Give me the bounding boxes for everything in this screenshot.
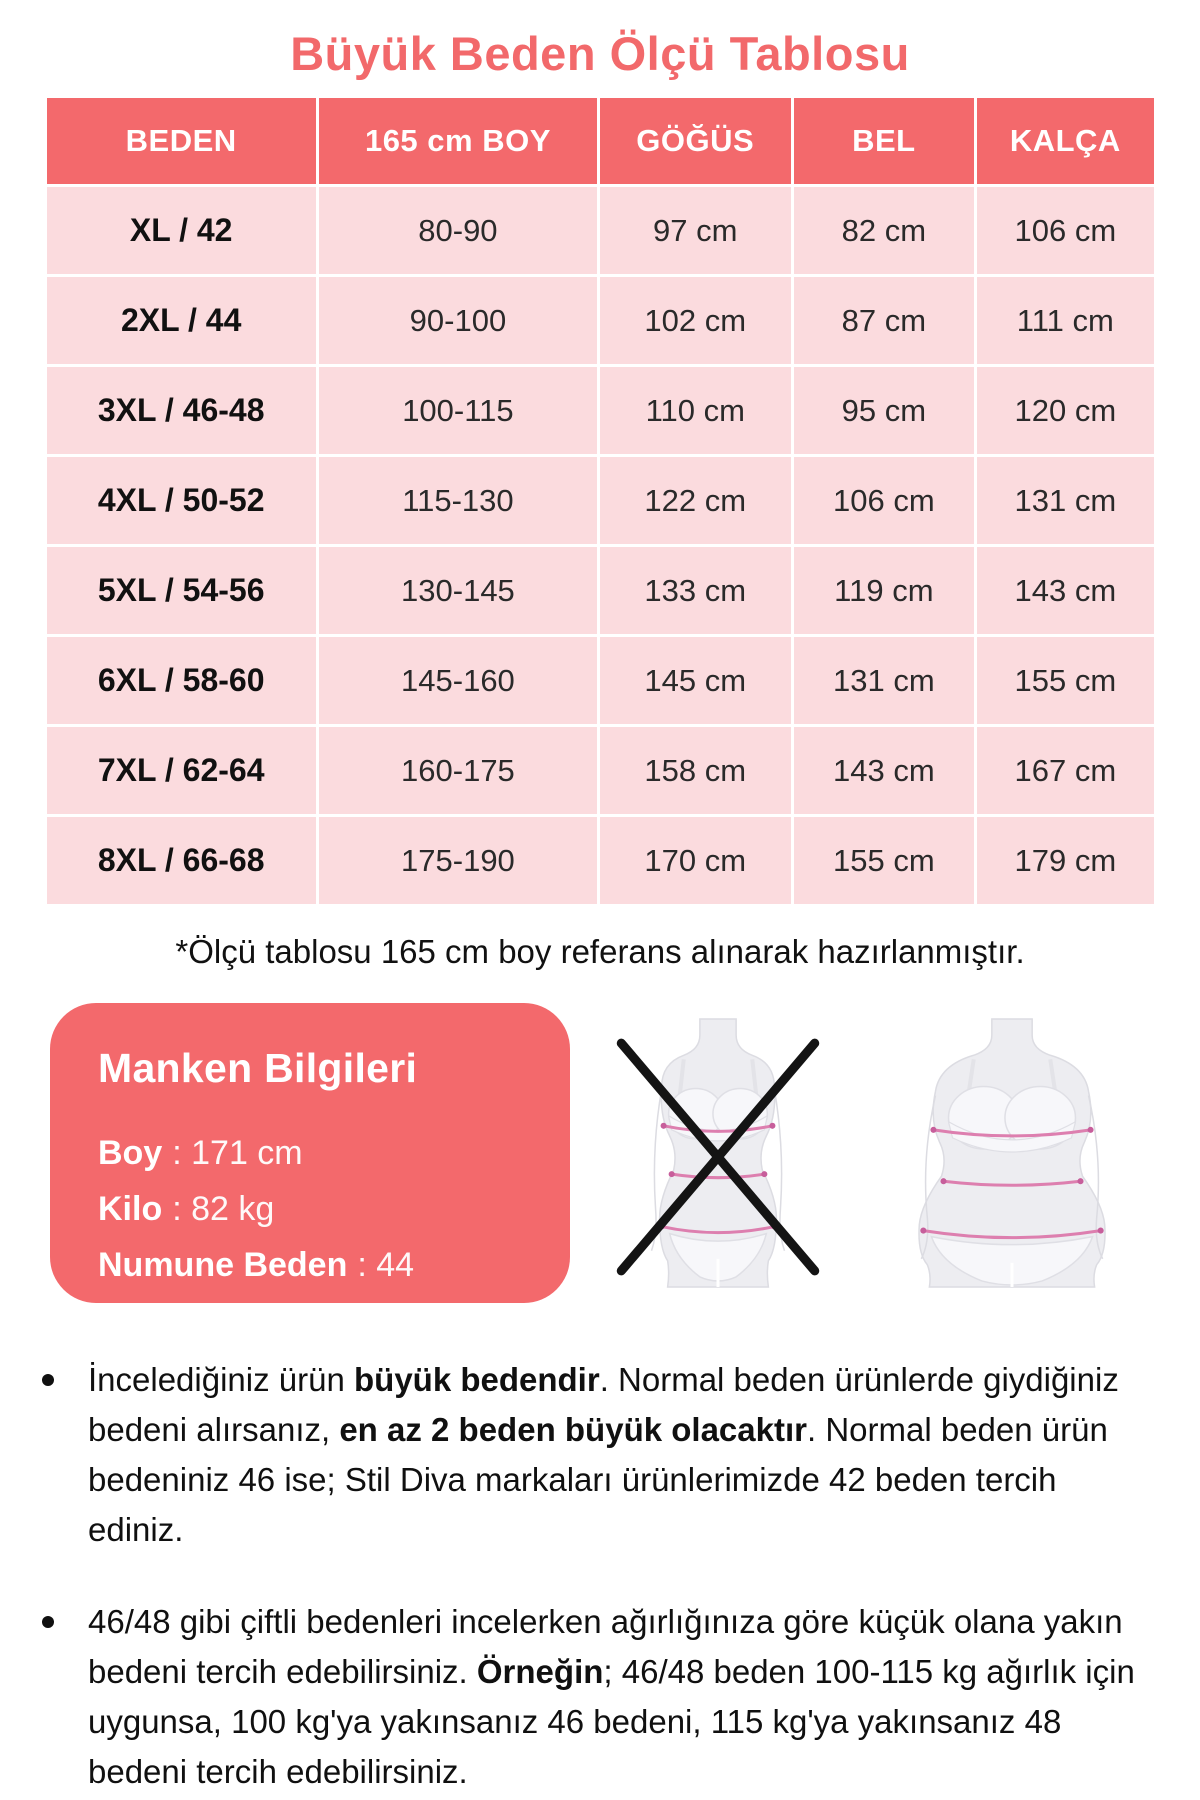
- model-sample-size-field: Numune Beden: 44: [98, 1246, 540, 1285]
- measure-cell: 158 cm: [599, 727, 791, 814]
- size-name-cell: 3XL / 46-48: [46, 367, 316, 454]
- size-name-cell: 2XL / 44: [46, 277, 316, 364]
- model-sample-size-value: : 44: [357, 1246, 415, 1284]
- body-figures: [570, 1017, 1170, 1289]
- column-header-gogus: GÖĞÜS: [599, 98, 791, 184]
- note-bold-text: Örneğin: [476, 1653, 604, 1690]
- measure-cell: 155 cm: [793, 817, 975, 904]
- table-row: XL / 42 80-90 97 cm 82 cm 106 cm: [46, 187, 1154, 274]
- cross-out-x-icon: [616, 1038, 820, 1276]
- page-title: Büyük Beden Ölçü Tablosu: [290, 27, 910, 80]
- table-row: 8XL / 66-68 175-190 170 cm 155 cm 179 cm: [46, 817, 1154, 904]
- size-name-cell: 8XL / 66-68: [46, 817, 316, 904]
- note-text: 46/48 gibi çiftli bedenleri incelerken a…: [88, 1603, 1123, 1690]
- measure-cell: 131 cm: [793, 637, 975, 724]
- measure-cell: 95 cm: [793, 367, 975, 454]
- note-text: ; 46/48 beden 100-115 kg ağırlık için uy…: [88, 1653, 1135, 1790]
- model-info-title: Manken Bilgileri: [98, 1045, 418, 1091]
- measure-cell: 80-90: [318, 187, 597, 274]
- size-name-cell: XL / 42: [46, 187, 316, 274]
- measure-cell: 106 cm: [977, 187, 1154, 274]
- measure-cell: 175-190: [318, 817, 597, 904]
- measure-cell: 130-145: [318, 547, 597, 634]
- measure-cell: 143 cm: [793, 727, 975, 814]
- measure-cell: 122 cm: [599, 457, 791, 544]
- measure-cell: 167 cm: [977, 727, 1154, 814]
- measure-cell: 115-130: [318, 457, 597, 544]
- measure-cell: 102 cm: [599, 277, 791, 364]
- model-height-value: : 171 cm: [172, 1134, 303, 1172]
- model-weight-field: Kilo: 82 kg: [98, 1190, 540, 1229]
- measure-cell: 90-100: [318, 277, 597, 364]
- measure-cell: 179 cm: [977, 817, 1154, 904]
- plus-size-body-icon: [918, 1018, 1106, 1288]
- size-table: BEDEN 165 cm BOY GÖĞÜS BEL KALÇA XL / 42…: [44, 95, 1157, 907]
- note-text: . Normal beden ürünlerde giydiğiniz bede…: [88, 1361, 1119, 1448]
- measure-cell: 133 cm: [599, 547, 791, 634]
- column-header-beden: BEDEN: [46, 98, 316, 184]
- measure-cell: 111 cm: [977, 277, 1154, 364]
- size-name-cell: 6XL / 58-60: [46, 637, 316, 724]
- measure-cell: 155 cm: [977, 637, 1154, 724]
- column-header-kalca: KALÇA: [977, 98, 1154, 184]
- table-row: 6XL / 58-60 145-160 145 cm 131 cm 155 cm: [46, 637, 1154, 724]
- size-name-cell: 5XL / 54-56: [46, 547, 316, 634]
- table-row: 2XL / 44 90-100 102 cm 87 cm 111 cm: [46, 277, 1154, 364]
- model-height-field: Boy: 171 cm: [98, 1134, 540, 1173]
- info-notes: İncelediğiniz ürün büyük bedendir. Norma…: [40, 1355, 1160, 1797]
- table-row: 4XL / 50-52 115-130 122 cm 106 cm 131 cm: [46, 457, 1154, 544]
- size-name-cell: 7XL / 62-64: [46, 727, 316, 814]
- measure-cell: 82 cm: [793, 187, 975, 274]
- measure-cell: 106 cm: [793, 457, 975, 544]
- model-info-card: Manken Bilgileri Boy: 171 cm Kilo: 82 kg…: [50, 1003, 570, 1303]
- measure-cell: 160-175: [318, 727, 597, 814]
- measure-cell: 100-115: [318, 367, 597, 454]
- measure-cell: 131 cm: [977, 457, 1154, 544]
- note-text: İncelediğiniz ürün: [88, 1361, 354, 1398]
- measure-cell: 170 cm: [599, 817, 791, 904]
- model-weight-label: Kilo: [98, 1190, 163, 1228]
- note-double-size: 46/48 gibi çiftli bedenleri incelerken a…: [40, 1597, 1160, 1797]
- measure-cell: 120 cm: [977, 367, 1154, 454]
- table-row: 5XL / 54-56 130-145 133 cm 119 cm 143 cm: [46, 547, 1154, 634]
- table-header-row: BEDEN 165 cm BOY GÖĞÜS BEL KALÇA: [46, 98, 1154, 184]
- measure-cell: 143 cm: [977, 547, 1154, 634]
- note-text: . Normal beden ürün bedeniniz 46 ise; St…: [88, 1411, 1108, 1548]
- measure-cell: 145 cm: [599, 637, 791, 724]
- model-sample-size-label: Numune Beden: [98, 1246, 348, 1284]
- note-bold-text: en az 2 beden büyük olacaktır: [339, 1411, 807, 1448]
- note-bold-text: büyük bedendir: [354, 1361, 600, 1398]
- column-header-boy: 165 cm BOY: [318, 98, 597, 184]
- slim-body-crossed-out-icon: [616, 1018, 820, 1288]
- measure-cell: 119 cm: [793, 547, 975, 634]
- size-table-body: XL / 42 80-90 97 cm 82 cm 106 cm 2XL / 44 90-1…: [46, 187, 1154, 904]
- table-row: 3XL / 46-48 100-115 110 cm 95 cm 120 cm: [46, 367, 1154, 454]
- measure-cell: 97 cm: [599, 187, 791, 274]
- table-row: 7XL / 62-64 160-175 158 cm 143 cm 167 cm: [46, 727, 1154, 814]
- table-footnote: *Ölçü tablosu 165 cm boy referans alınar…: [175, 933, 1025, 970]
- size-name-cell: 4XL / 50-52: [46, 457, 316, 544]
- model-height-label: Boy: [98, 1134, 163, 1172]
- measure-cell: 110 cm: [599, 367, 791, 454]
- note-plus-size: İncelediğiniz ürün büyük bedendir. Norma…: [40, 1355, 1160, 1555]
- measure-cell: 145-160: [318, 637, 597, 724]
- model-weight-value: : 82 kg: [172, 1190, 275, 1228]
- measure-cell: 87 cm: [793, 277, 975, 364]
- column-header-bel: BEL: [793, 98, 975, 184]
- model-info-section: Manken Bilgileri Boy: 171 cm Kilo: 82 kg…: [0, 1003, 1200, 1303]
